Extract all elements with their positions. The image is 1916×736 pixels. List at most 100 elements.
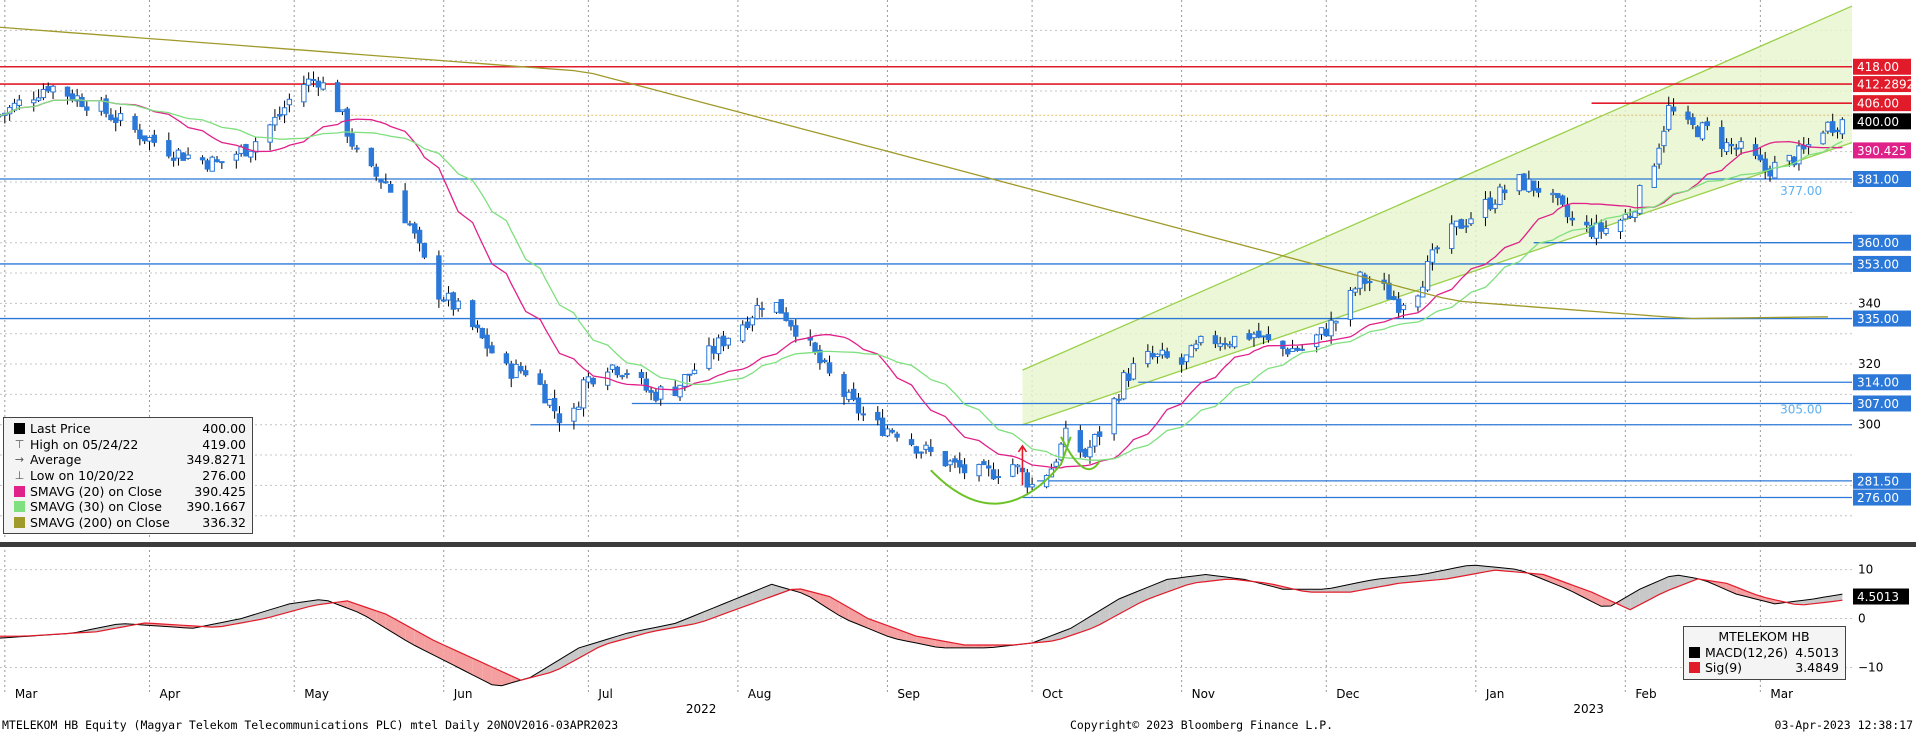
candle xyxy=(817,349,823,364)
candle xyxy=(248,150,254,158)
candle xyxy=(489,345,495,354)
candle xyxy=(1352,288,1358,293)
candle xyxy=(879,417,886,436)
price-tag xyxy=(1853,310,1911,327)
macd-histogram xyxy=(974,644,984,648)
high-marker-icon: ⊤ xyxy=(14,437,25,451)
macd-histogram xyxy=(1273,584,1283,590)
candle xyxy=(889,429,895,433)
candle xyxy=(619,375,625,378)
candle xyxy=(691,369,698,375)
candle xyxy=(1087,446,1093,458)
pane-separator xyxy=(0,542,1916,547)
candle xyxy=(590,377,596,385)
candle xyxy=(1367,280,1373,284)
candle xyxy=(421,242,428,258)
macd-tick-label: 10 xyxy=(1858,563,1873,577)
candle xyxy=(1014,464,1021,468)
candle xyxy=(788,320,794,327)
candle xyxy=(1149,352,1156,358)
candle xyxy=(1231,335,1238,348)
candle xyxy=(1526,178,1532,192)
level-note: 305.00 xyxy=(1780,403,1822,417)
candle xyxy=(812,342,818,353)
macd-legend-title: MTELEKOM HB xyxy=(1718,629,1810,645)
macd-histogram xyxy=(1649,580,1660,600)
macd-histogram xyxy=(463,653,473,675)
price-tag xyxy=(1853,374,1911,391)
macd-histogram xyxy=(1639,584,1650,605)
candle xyxy=(1482,198,1489,218)
candle xyxy=(1564,205,1571,218)
macd-histogram xyxy=(1157,579,1168,596)
candle xyxy=(301,84,307,103)
candle xyxy=(1487,197,1493,210)
macd-histogram xyxy=(559,653,570,669)
candle xyxy=(1535,187,1542,193)
price-tick-label: 320 xyxy=(1858,357,1881,371)
candle xyxy=(513,363,519,379)
candle xyxy=(310,78,317,81)
month-label: Jun xyxy=(453,687,473,701)
candle xyxy=(894,433,900,438)
candle xyxy=(209,156,215,172)
candle xyxy=(783,312,789,321)
price-tag xyxy=(1853,113,1911,130)
price-tag-label: 335.00 xyxy=(1857,312,1899,326)
candle xyxy=(1077,430,1084,453)
candle xyxy=(1497,186,1503,205)
candle xyxy=(1164,351,1170,358)
month-label: Aug xyxy=(748,687,771,701)
candle xyxy=(1178,357,1185,365)
macd-histogram xyxy=(1716,581,1727,590)
candle xyxy=(1159,349,1166,356)
candle xyxy=(479,327,485,339)
candle xyxy=(1386,282,1392,300)
candle xyxy=(1222,343,1228,346)
candle xyxy=(1656,147,1662,165)
price-tag-label: 307.00 xyxy=(1857,397,1899,411)
macd-histogram xyxy=(414,630,425,651)
candle xyxy=(455,300,461,310)
candle xyxy=(822,359,828,363)
candle xyxy=(387,183,394,193)
macd-histogram xyxy=(511,675,521,683)
macd-histogram xyxy=(1562,581,1573,592)
candle xyxy=(1685,111,1691,120)
price-tag-label: 314.00 xyxy=(1857,376,1899,390)
candle xyxy=(368,147,375,167)
macd-histogram xyxy=(1755,594,1766,602)
candle xyxy=(1738,141,1744,149)
macd-tick-label: −10 xyxy=(1858,661,1883,675)
candle xyxy=(1318,327,1325,335)
candle xyxy=(846,391,852,400)
candle xyxy=(672,386,678,397)
price-tag-label: 353.00 xyxy=(1857,257,1899,271)
candle xyxy=(286,98,293,106)
candle xyxy=(1121,372,1127,400)
candle xyxy=(1690,117,1696,126)
candle xyxy=(961,464,968,474)
macd-axis-background xyxy=(1852,550,1916,692)
macd-legend: MTELEKOM HB MACD(12,26) 4.5013 Sig(9) 3.… xyxy=(1683,626,1846,680)
macd-histogram xyxy=(482,662,492,685)
macd-line xyxy=(0,564,1843,687)
candle xyxy=(441,299,447,302)
candle xyxy=(1825,121,1831,132)
candle xyxy=(1772,161,1778,179)
candle xyxy=(474,324,481,329)
candle xyxy=(1362,274,1368,284)
month-label: Jan xyxy=(1485,687,1505,701)
macd-histogram xyxy=(1369,578,1380,589)
macd-histogram xyxy=(1118,595,1129,615)
macd-histogram xyxy=(646,627,656,634)
legend-sma20: SMAVG (20) on Close 390.425 xyxy=(14,483,252,499)
candle xyxy=(233,153,240,161)
candle xyxy=(518,365,524,372)
candle xyxy=(1569,217,1575,221)
candle xyxy=(1092,434,1098,447)
macd-histogram xyxy=(1803,598,1814,605)
candle xyxy=(1627,215,1633,218)
macd-histogram xyxy=(877,622,888,637)
olive-swatch-icon xyxy=(14,516,25,528)
